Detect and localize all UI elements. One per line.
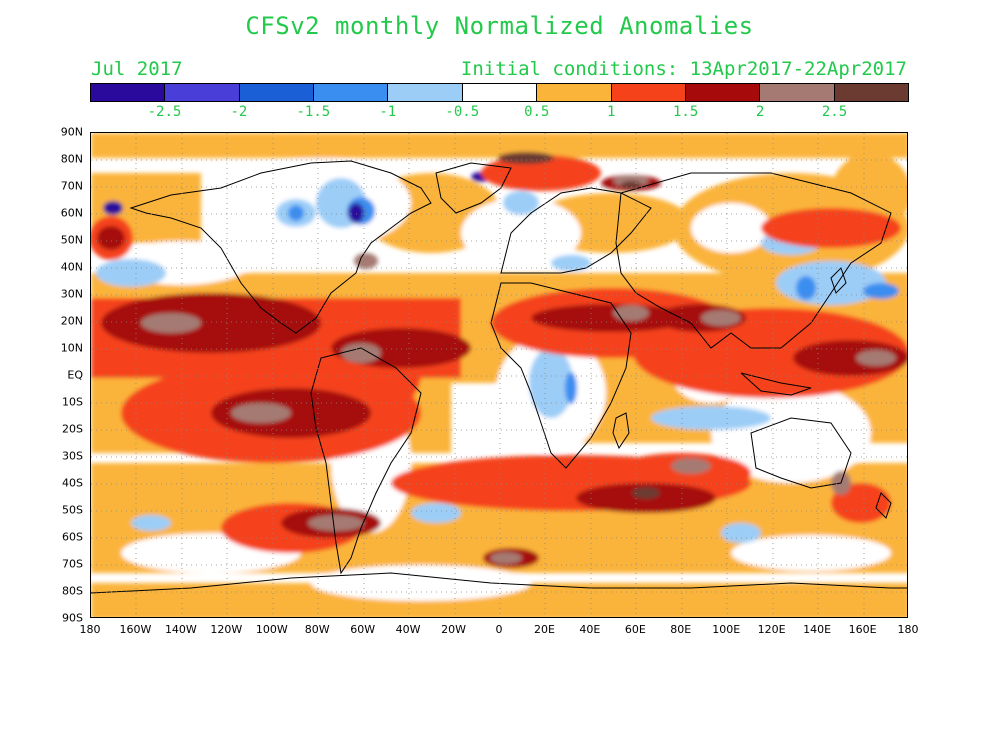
anomaly-map: [90, 132, 908, 618]
latitude-label: 60N: [60, 206, 83, 220]
longitude-label: 80E: [670, 623, 692, 636]
latitude-label: 20S: [62, 422, 83, 436]
latitude-label: 10N: [60, 341, 83, 355]
forecast-month: Jul 2017: [91, 58, 183, 80]
colorbar-label: -2.5: [147, 104, 182, 120]
colorbar-swatch: [834, 84, 908, 101]
longitude-label: 100W: [255, 623, 288, 636]
longitude-label: 180: [79, 623, 101, 636]
longitude-label: 20W: [441, 623, 466, 636]
colorbar-swatch: [388, 84, 463, 101]
initial-conditions: Initial conditions: 13Apr2017-22Apr2017: [460, 58, 907, 80]
longitude-label: 160W: [119, 623, 152, 636]
colorbar-label: 2.5: [821, 104, 848, 120]
colorbar-label: -1.5: [296, 104, 331, 120]
map-canvas: [91, 133, 907, 617]
latitude-label: 10S: [62, 395, 83, 409]
colorbar-label: -0.5: [445, 104, 480, 120]
anomaly-fields: [91, 133, 907, 617]
latitude-label: 40N: [60, 260, 83, 274]
colorbar-swatch: [91, 84, 166, 101]
latitude-label: 80N: [60, 152, 83, 166]
longitude-label: 60E: [624, 623, 646, 636]
colorbar-label: -2: [230, 104, 248, 120]
longitude-label: 0: [495, 623, 503, 636]
colorbar-swatch: [685, 84, 761, 101]
grid-lines: [91, 133, 907, 617]
latitude-label: 30N: [60, 287, 83, 301]
latitude-label: 90S: [62, 611, 83, 625]
colorbar-label: 1.5: [672, 104, 699, 120]
colorbar-swatch: [760, 84, 835, 101]
longitude-label: 120W: [210, 623, 243, 636]
latitude-label: 30S: [62, 449, 83, 463]
longitude-label: 140W: [164, 623, 197, 636]
colorbar-labels: -2.5 -2 -1.5 -1 -0.5 0.5 1 1.5 2 2.5: [90, 104, 909, 122]
latitude-label: 50N: [60, 233, 83, 247]
colorbar-swatch: [537, 84, 612, 101]
longitude-label: 40E: [579, 623, 601, 636]
latitude-label: 90N: [60, 125, 83, 139]
page-title: CFSv2 monthly Normalized Anomalies: [245, 12, 754, 40]
longitude-label: 140E: [803, 623, 832, 636]
colorbar: [90, 83, 909, 102]
latitude-label: 80S: [62, 584, 83, 598]
colorbar-swatch: [611, 84, 686, 101]
longitude-label: 160E: [848, 623, 877, 636]
colorbar-swatch: [462, 84, 538, 101]
latitude-label: 40S: [62, 476, 83, 490]
colorbar-label: -1: [379, 104, 397, 120]
longitude-label: 180: [897, 623, 919, 636]
longitude-label: 20E: [533, 623, 555, 636]
longitude-label: 40W: [395, 623, 421, 636]
longitude-label: 100E: [712, 623, 741, 636]
colorbar-label: 0.5: [524, 104, 550, 120]
latitude-label: EQ: [67, 368, 83, 382]
longitude-label: 120E: [757, 623, 786, 636]
latitude-label: 20N: [60, 314, 83, 328]
latitude-label: 70S: [62, 557, 83, 571]
latitude-label: 60S: [62, 530, 83, 544]
longitude-label: 60W: [350, 623, 376, 636]
colorbar-label: 1: [606, 104, 616, 120]
longitude-label: 80W: [304, 623, 330, 636]
colorbar-swatch: [239, 84, 315, 101]
latitude-label: 70N: [60, 179, 83, 193]
anomaly-lightblue-regions: [96, 178, 886, 543]
colorbar-swatch: [314, 84, 389, 101]
colorbar-swatch: [165, 84, 240, 101]
latitude-label: 50S: [62, 503, 83, 517]
colorbar-label: 2: [755, 104, 765, 120]
